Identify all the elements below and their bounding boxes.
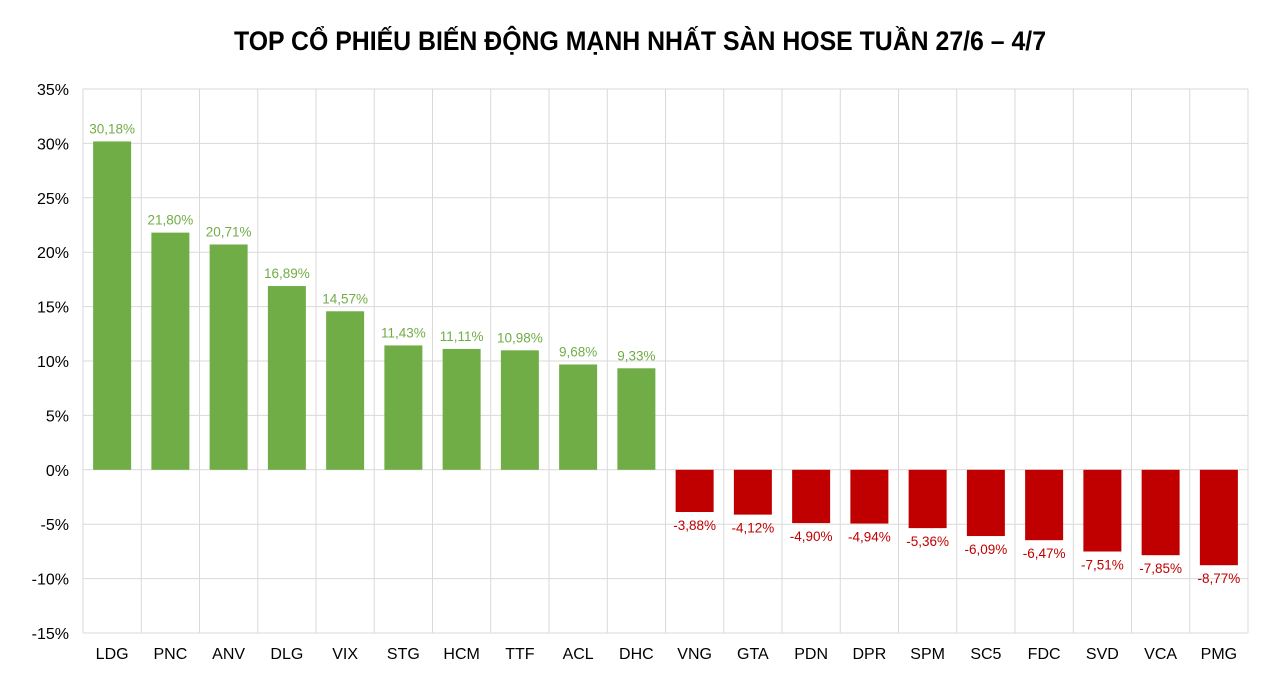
bar-PDN <box>792 469 831 524</box>
data-label: 20,71% <box>206 224 252 239</box>
data-label: 30,18% <box>89 121 135 136</box>
x-tick-label: SVD <box>1086 646 1119 663</box>
bar-VCA <box>1141 469 1180 556</box>
bar-GTA <box>733 469 772 515</box>
x-tick-label: SC5 <box>970 646 1001 663</box>
x-tick-label: LDG <box>96 646 129 663</box>
data-label: 9,33% <box>617 348 655 363</box>
data-label: -4,90% <box>790 529 833 544</box>
data-label: 14,57% <box>322 291 368 306</box>
y-tick-label: 30% <box>37 136 69 153</box>
bar-PNC <box>151 232 190 470</box>
y-tick-label: 25% <box>37 191 69 208</box>
y-tick-label: -10% <box>32 572 69 589</box>
x-tick-label: GTA <box>737 646 769 663</box>
x-tick-label: ACL <box>563 646 594 663</box>
x-tick-label: PMG <box>1201 646 1237 663</box>
chart-title: TOP CỔ PHIẾU BIẾN ĐỘNG MẠNH NHẤT SÀN HOS… <box>233 26 1047 56</box>
bar-STG <box>384 345 423 470</box>
data-label: -6,09% <box>964 542 1007 557</box>
x-tick-label: TTF <box>505 646 535 663</box>
data-label: -4,12% <box>731 521 774 536</box>
x-tick-label: VIX <box>332 646 358 663</box>
bar-ANV <box>209 244 248 470</box>
y-tick-label: 15% <box>37 300 69 317</box>
data-label: -6,47% <box>1023 546 1066 561</box>
bar-DPR <box>850 469 889 524</box>
bar-VIX <box>326 311 365 470</box>
bar-TTF <box>500 350 539 470</box>
data-label: 9,68% <box>559 344 597 359</box>
y-tick-label: 10% <box>37 354 69 371</box>
y-tick-label: -15% <box>32 626 69 643</box>
data-label: -5,36% <box>906 534 949 549</box>
data-label: -7,85% <box>1139 561 1182 576</box>
bar-VNG <box>675 469 714 513</box>
x-tick-label: ANV <box>212 646 245 663</box>
bar-SPM <box>908 469 947 529</box>
bar-HCM <box>442 348 481 470</box>
data-label: 21,80% <box>147 213 193 228</box>
data-label: 16,89% <box>264 266 310 281</box>
x-tick-label: PNC <box>153 646 187 663</box>
bar-FDC <box>1025 469 1064 541</box>
bar-LDG <box>93 141 132 470</box>
x-tick-label: SPM <box>910 646 945 663</box>
bar-PMG <box>1199 469 1238 566</box>
x-tick-label: VCA <box>1144 646 1177 663</box>
data-label: -3,88% <box>673 518 716 533</box>
x-tick-label: DLG <box>270 646 303 663</box>
bar-DHC <box>617 368 656 470</box>
x-tick-label: DHC <box>619 646 654 663</box>
x-tick-label: HCM <box>443 646 479 663</box>
y-tick-label: 5% <box>46 408 69 425</box>
y-tick-label: 0% <box>46 463 69 480</box>
bar-DLG <box>267 286 306 470</box>
bar-SVD <box>1083 469 1122 552</box>
y-tick-label: 35% <box>37 82 69 99</box>
bar-SC5 <box>966 469 1005 537</box>
x-tick-label: PDN <box>794 646 828 663</box>
data-label: -4,94% <box>848 530 891 545</box>
data-label: 11,43% <box>381 325 426 340</box>
x-tick-label: DPR <box>852 646 886 663</box>
x-tick-label: STG <box>387 646 420 663</box>
x-tick-label: VNG <box>677 646 712 663</box>
bar-ACL <box>559 364 598 470</box>
data-label: 11,11% <box>440 329 484 344</box>
data-label: 10,98% <box>497 330 543 345</box>
data-label: -7,51% <box>1081 558 1124 573</box>
x-tick-label: FDC <box>1028 646 1061 663</box>
y-tick-label: -5% <box>41 517 69 534</box>
y-tick-label: 20% <box>37 245 69 262</box>
data-label: -8,77% <box>1197 571 1240 586</box>
